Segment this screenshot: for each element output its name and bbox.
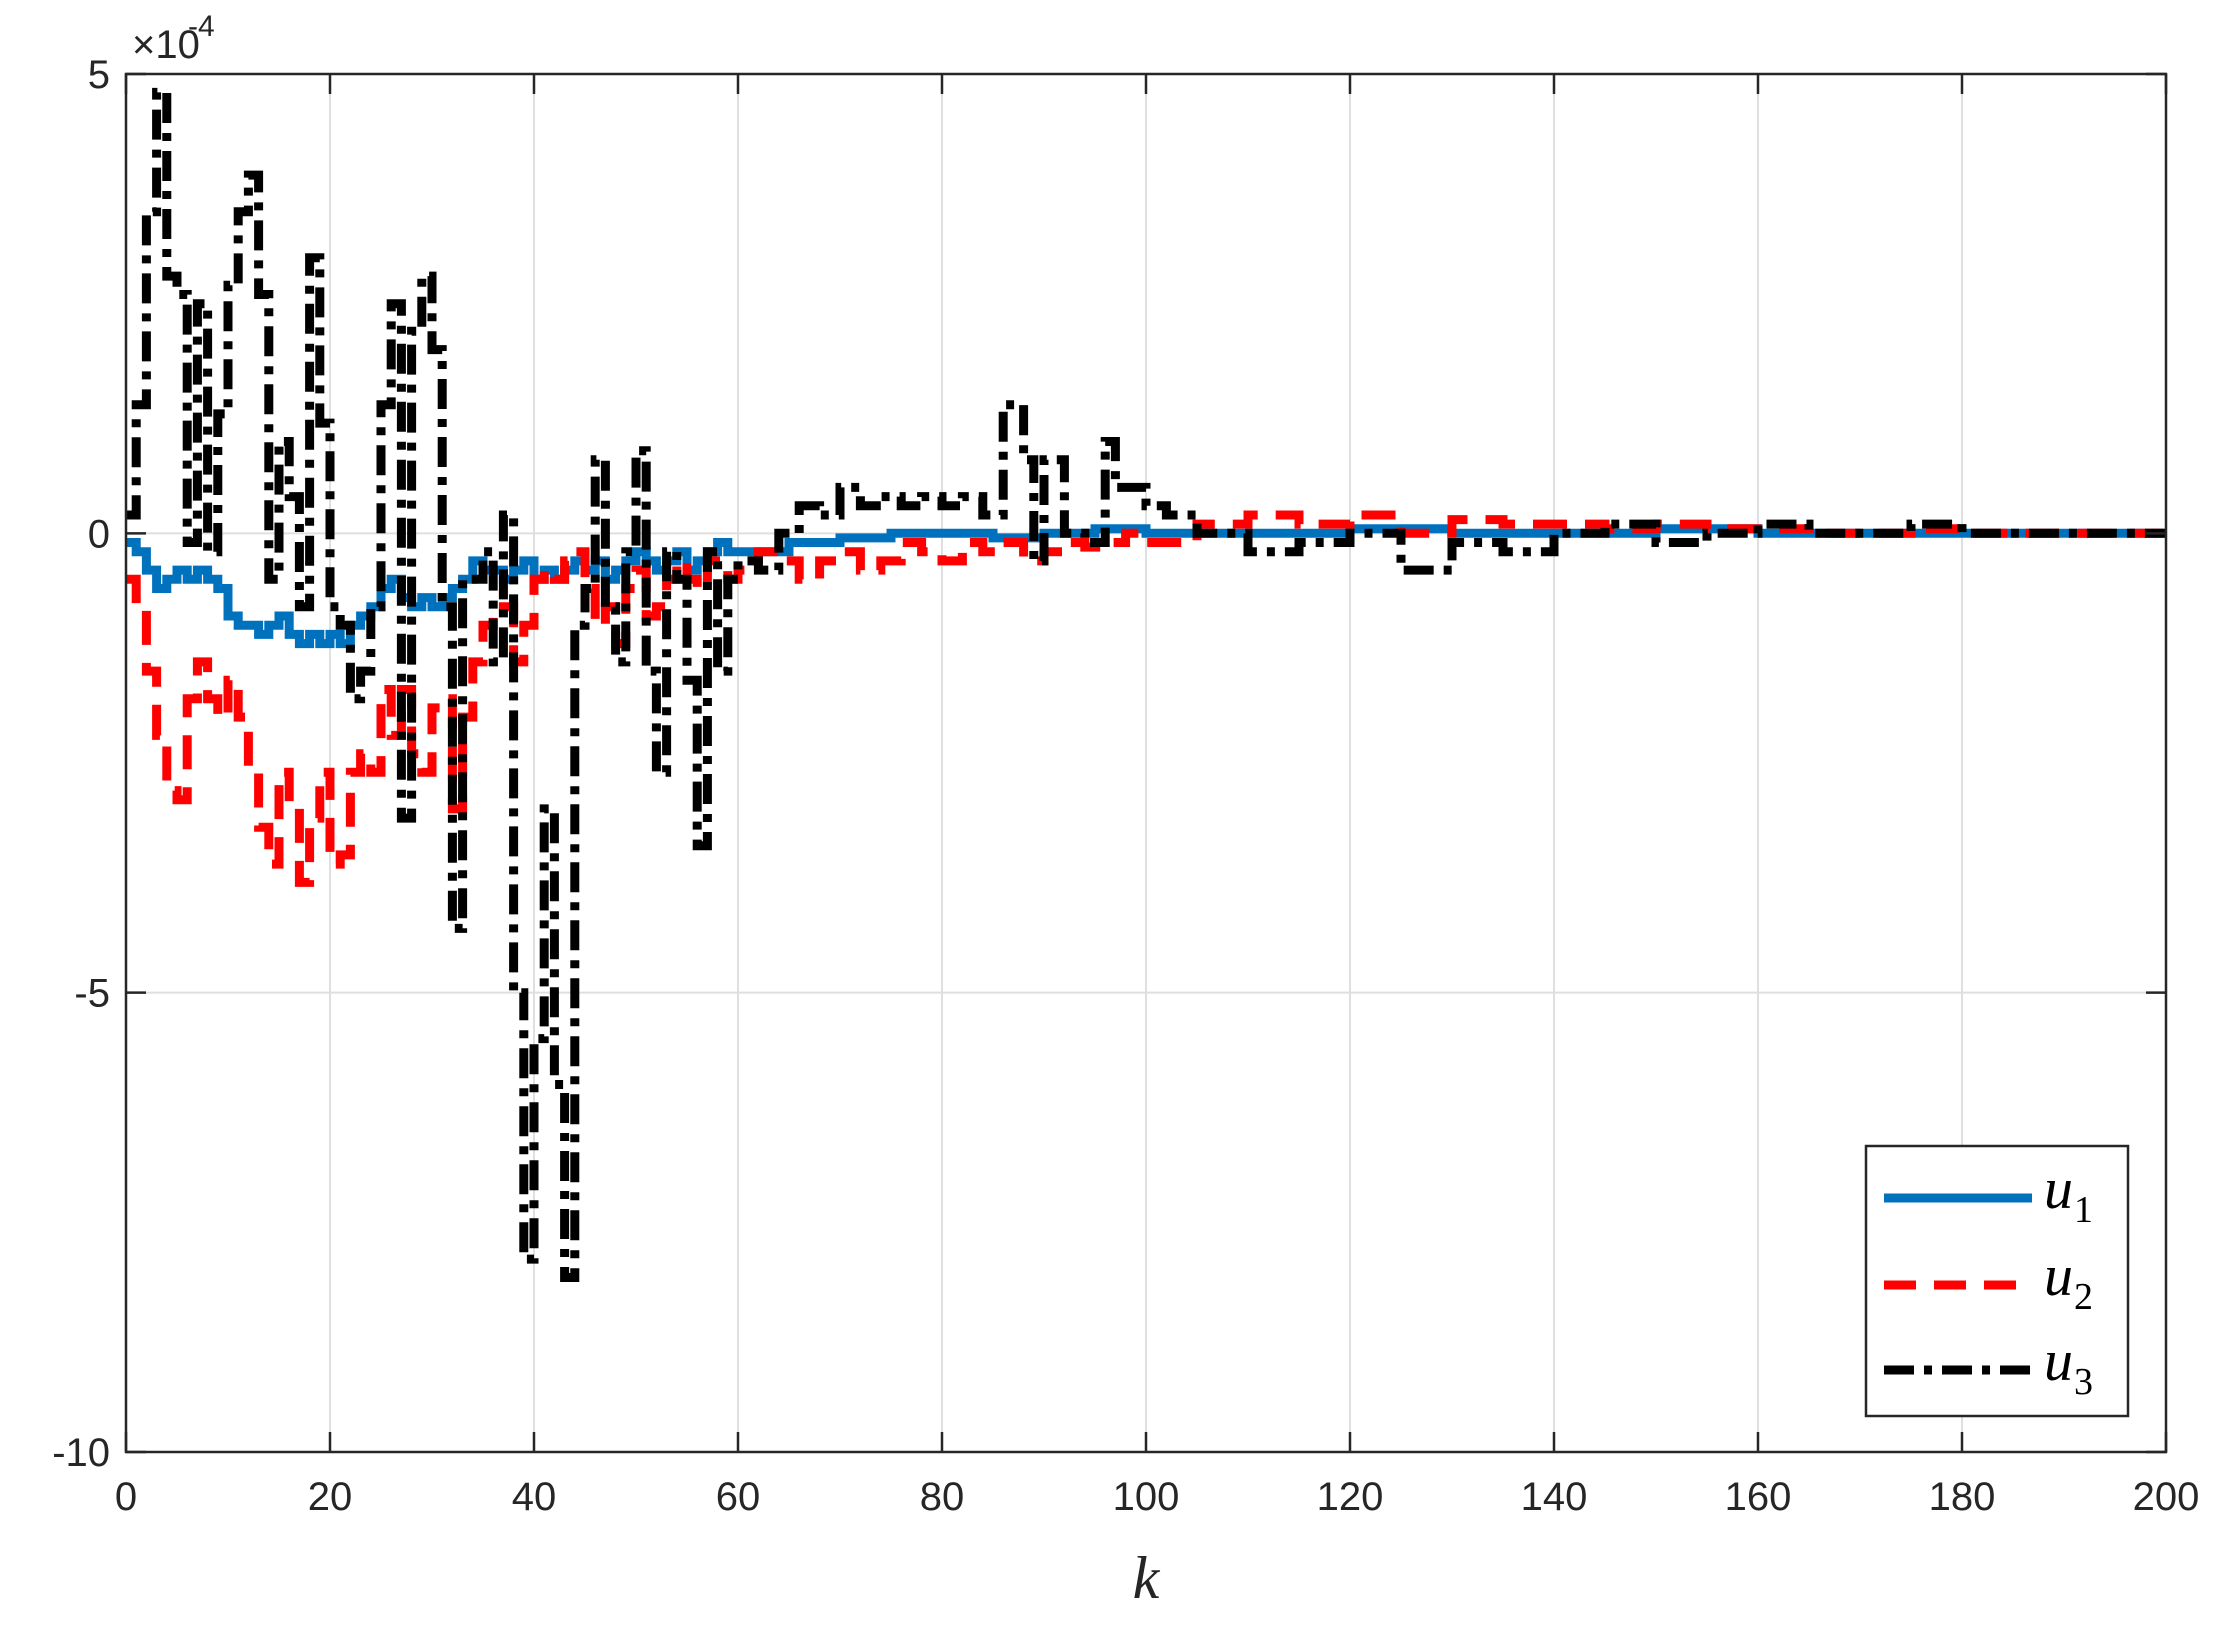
legend-sub-u3: 3	[2074, 1361, 2093, 1403]
legend-sub-u2: 2	[2074, 1276, 2093, 1318]
x-tick-label: 160	[1725, 1475, 1792, 1519]
x-tick-label: 100	[1113, 1475, 1180, 1519]
legend-label-u2: u	[2044, 1243, 2073, 1308]
legend-label-u3: u	[2044, 1328, 2073, 1393]
x-tick-label: 120	[1317, 1475, 1384, 1519]
y-multiplier-exponent: -4	[188, 10, 215, 43]
y-multiplier-base: ×10	[132, 23, 200, 67]
x-axis-label: k	[1133, 1545, 1161, 1611]
y-tick-label: 0	[88, 512, 110, 556]
legend: u 1 u 2 u 3	[1864, 1144, 2130, 1418]
x-tick-label: 0	[115, 1475, 137, 1519]
x-tick-label: 180	[1929, 1475, 1996, 1519]
legend-sub-u1: 1	[2074, 1189, 2093, 1231]
x-tick-label: 140	[1521, 1475, 1588, 1519]
series-line-u3	[126, 87, 2166, 1282]
axis-ticks	[124, 72, 2168, 1454]
y-tick-label: -10	[52, 1431, 110, 1475]
x-tick-label: 80	[920, 1475, 965, 1519]
x-tick-label: 40	[512, 1475, 557, 1519]
series-group	[126, 87, 2166, 1282]
y-tick-label: -5	[74, 972, 110, 1016]
legend-label-u1: u	[2044, 1156, 2073, 1221]
y-tick-label: 5	[88, 53, 110, 97]
x-tick-label: 200	[2133, 1475, 2200, 1519]
axis-tick-labels: 0 20 40 60 80 100 120 140 160 180 200 -10 -5 0 5	[52, 53, 2199, 1519]
x-tick-label: 60	[716, 1475, 761, 1519]
x-tick-label: 20	[308, 1475, 353, 1519]
